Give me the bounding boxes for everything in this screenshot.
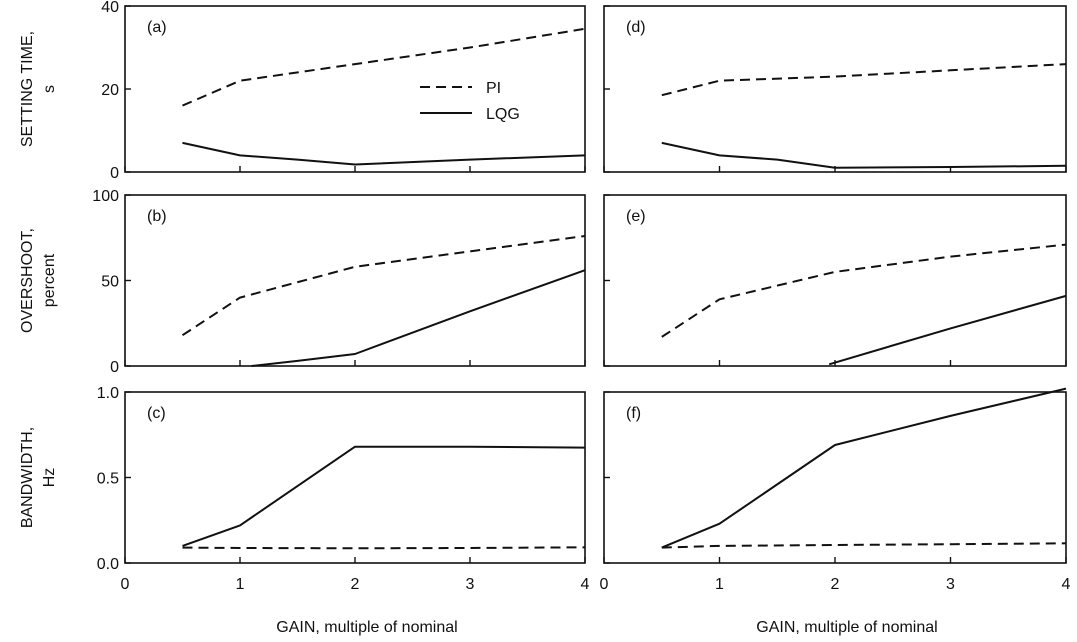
- panel-5-series-lqg-line: [828, 294, 1067, 366]
- panel-1-legend-label-lqg: LQG: [486, 106, 520, 123]
- panel-6-series-lqg-line: [661, 387, 1067, 549]
- panel-6-x-tick-label: 0: [600, 576, 609, 593]
- panel-6-x-tick-label: 3: [946, 576, 955, 593]
- panel-2-y-tick-label: 100: [92, 188, 119, 205]
- panel-3-x-tick-label: 4: [581, 576, 590, 593]
- panel-5-label: (e): [626, 208, 646, 225]
- panel-3-y-tick-label: 0.5: [97, 471, 119, 488]
- panel-1-y-axis-title: SETTING TIME,: [19, 31, 36, 147]
- panel-3-x-tick-label: 0: [121, 576, 130, 593]
- panel-4-series-lqg-line: [661, 141, 1067, 169]
- panel-1-y-tick-label: 40: [101, 0, 119, 16]
- panel-2-series-pi-line: [181, 235, 586, 337]
- panel-3-series-pi-line: [182, 546, 586, 550]
- panel-6-x-axis-title: GAIN, multiple of nominal: [756, 619, 937, 636]
- panel-3-frame: [124, 391, 586, 564]
- panel-3-x-tick-label: 2: [351, 576, 360, 593]
- panel-6-x-tick-label: 2: [831, 576, 840, 593]
- panel-2-y-tick-label: 0: [110, 359, 119, 376]
- panel-6-x-tick-label: 4: [1062, 576, 1071, 593]
- panel-6-x-tick-label: 1: [715, 576, 724, 593]
- panel-1-legend-label-pi: PI: [486, 80, 501, 97]
- panel-3-x-axis-title: GAIN, multiple of nominal: [276, 619, 457, 636]
- panel-1-series-pi-line: [182, 27, 586, 107]
- panel-4-label: (d): [626, 19, 646, 36]
- panel-2-label: (b): [147, 208, 167, 225]
- panel-3-y-tick-label: 1.0: [97, 385, 119, 402]
- panel-6-label: (f): [626, 405, 641, 422]
- panel-2-y-axis-title: OVERSHOOT,: [19, 228, 36, 333]
- panel-3-y-tick-label: 0.0: [97, 556, 119, 573]
- panel-3-x-tick-label: 3: [466, 576, 475, 593]
- panel-1-frame: [124, 5, 586, 173]
- panel-2-y-tick-label: 50: [101, 274, 119, 291]
- panel-3-label: (c): [147, 405, 166, 422]
- panel-1-y-tick-label: 0: [110, 165, 119, 182]
- panel-5-frame: [603, 194, 1067, 367]
- panel-3-series-lqg-line: [182, 445, 586, 547]
- panel-2-series-lqg-line: [251, 269, 586, 367]
- panel-3-x-tick-label: 1: [236, 576, 245, 593]
- panel-5-series-pi-line: [661, 243, 1067, 338]
- panel-1-label: (a): [147, 19, 167, 36]
- panel-6-frame: [603, 391, 1067, 564]
- panel-4-frame: [603, 5, 1067, 173]
- panel-1-series-lqg-line: [182, 141, 586, 166]
- panel-6-series-pi-line: [661, 542, 1067, 549]
- panel-2-frame: [124, 194, 586, 367]
- panel-1-y-tick-label: 20: [101, 82, 119, 99]
- panel-3-y-axis-title: Hz: [41, 468, 58, 488]
- panel-2-y-axis-title: percent: [41, 253, 58, 307]
- panel-1-y-axis-title: s: [41, 85, 58, 93]
- panel-3-y-axis-title: BANDWIDTH,: [19, 427, 36, 528]
- panel-4-series-pi-line: [661, 63, 1067, 97]
